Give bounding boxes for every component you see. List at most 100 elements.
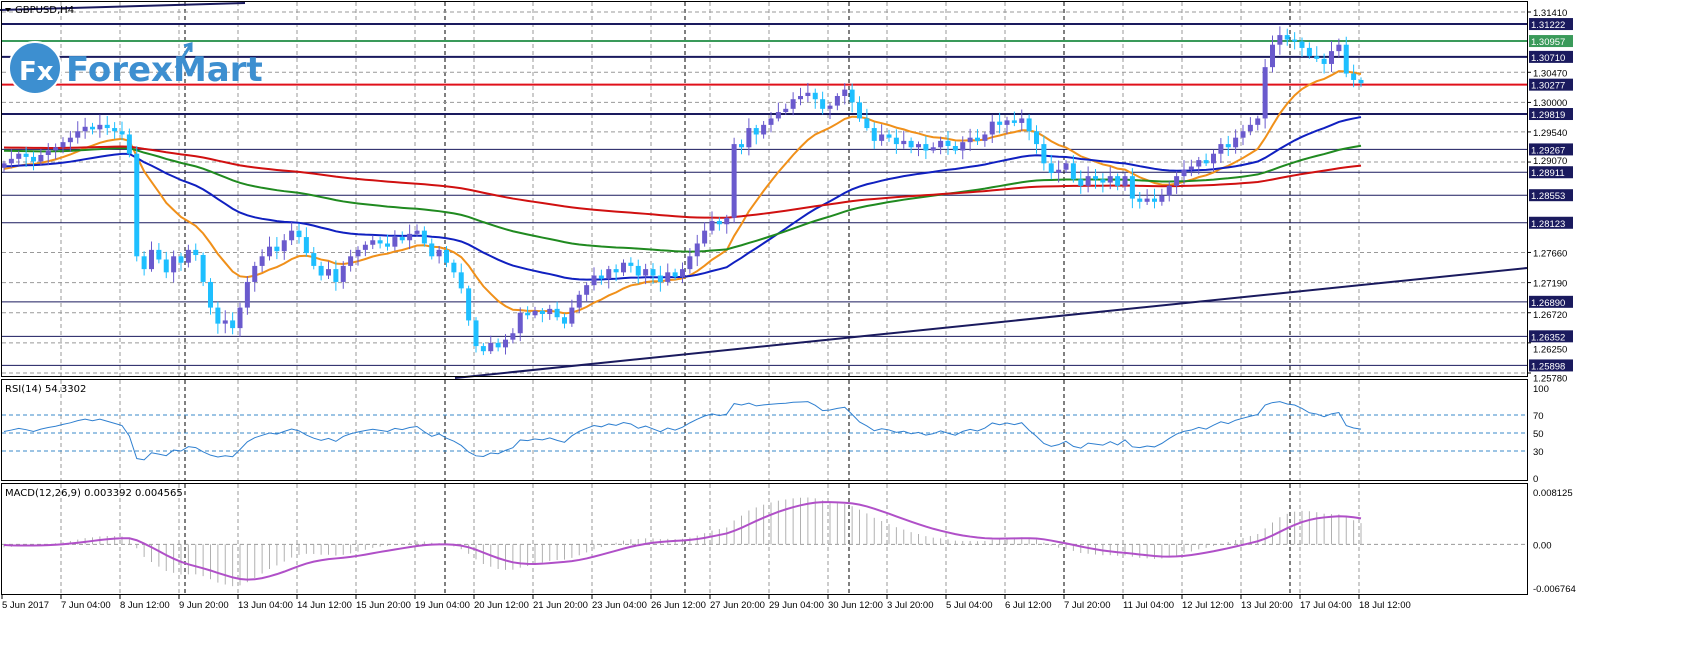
candle-body [761, 124, 767, 135]
price-level-label-bg [1529, 78, 1573, 91]
candle-body [997, 121, 1003, 125]
price-level-label: 1.25898 [1531, 361, 1565, 372]
candle-body [709, 221, 715, 231]
candle-body [126, 134, 132, 154]
candle-body [812, 92, 818, 100]
candle-body [606, 269, 612, 279]
candle-body [1196, 160, 1202, 167]
candle-body [960, 142, 966, 151]
candle-body [134, 153, 140, 257]
candle-body [1159, 195, 1165, 202]
candle-body [200, 255, 206, 282]
candle-body [281, 240, 287, 252]
candle-body [458, 272, 464, 289]
candle-body [163, 259, 169, 273]
x-tick-label: 29 Jun 04:00 [769, 600, 824, 611]
candle-body [156, 249, 162, 260]
price-level-label-bg [1529, 359, 1573, 372]
candle-body [267, 246, 272, 257]
x-tick-label: 9 Jun 20:00 [179, 600, 229, 611]
price-level-label: 1.28123 [1531, 219, 1565, 230]
macd-signal-line [3, 501, 1362, 581]
y-tick-label: 1.30000 [1533, 98, 1567, 109]
candle-body [945, 140, 951, 147]
candle-body [687, 256, 693, 270]
candle-body [208, 281, 213, 308]
candle-body [1336, 44, 1342, 52]
candle-body [975, 137, 980, 141]
candle-body [488, 342, 494, 352]
trendline-support[interactable] [454, 267, 1528, 379]
candle-body [237, 307, 243, 329]
candle-body [716, 221, 722, 225]
candle-body [576, 294, 582, 308]
candle-body [31, 156, 36, 162]
candle-body [783, 108, 789, 113]
candle-body [554, 308, 560, 318]
candle-body [1351, 73, 1357, 80]
candle-body [1085, 176, 1091, 186]
price-level-label-bg [1529, 35, 1573, 48]
candle-body [591, 275, 597, 286]
candle-body [967, 137, 973, 143]
y-tick-label: 1.29540 [1533, 128, 1567, 139]
candle-body [1144, 198, 1150, 202]
macd-tick-label: -0.006764 [1533, 584, 1576, 595]
candle-body [274, 246, 280, 252]
price-level-label-bg [1529, 295, 1573, 308]
candle-body [326, 269, 331, 276]
candle-body [90, 126, 95, 130]
macd-panel-frame [1, 483, 1528, 595]
candle-body [1152, 198, 1157, 202]
candle-body [871, 128, 877, 141]
candle-body [798, 95, 803, 100]
candle-body [657, 275, 663, 282]
logo-badge-text: Fx [19, 57, 54, 87]
candle-body [643, 269, 649, 276]
x-tick-label: 7 Jun 04:00 [61, 600, 111, 611]
candle-body [1188, 166, 1194, 170]
candle-body [1225, 144, 1231, 148]
y-tick-label: 1.27190 [1533, 279, 1567, 290]
candle-body [75, 131, 81, 138]
dropdown-triangle-icon[interactable] [5, 8, 11, 12]
candle-body [739, 144, 744, 148]
trendline-top[interactable] [0, 2, 246, 11]
candle-body [539, 310, 545, 315]
candle-body [938, 140, 944, 148]
price-level-label: 1.28553 [1531, 191, 1565, 202]
candle-body [628, 262, 634, 266]
candle-body [790, 99, 796, 109]
candle-body [436, 249, 442, 257]
candle-body [569, 307, 575, 324]
rsi-tick-label: 0 [1533, 474, 1538, 485]
candle-body [333, 269, 339, 282]
candle-body [82, 126, 88, 132]
candle-body [1329, 51, 1334, 64]
candle-body [1011, 120, 1017, 123]
candle-body [857, 102, 862, 119]
symbol-menu[interactable]: GBPUSD,H4 [5, 5, 74, 16]
candle-body [547, 308, 553, 315]
candle-body [414, 230, 420, 234]
candle-body [989, 121, 995, 135]
rsi-tick-label: 70 [1533, 411, 1544, 422]
price-level-label: 1.30957 [1531, 37, 1565, 48]
candle-body [503, 339, 508, 348]
candle-body [466, 288, 472, 321]
candle-body [60, 142, 66, 148]
candle-body [141, 256, 147, 270]
candle-body [517, 312, 523, 334]
candle-body [598, 275, 604, 279]
candle-body [1247, 124, 1253, 132]
candle-body [724, 217, 730, 225]
candle-body [1181, 169, 1187, 177]
candle-body [849, 89, 855, 103]
rsi-tick-label: 100 [1533, 384, 1549, 395]
candle-body [171, 256, 177, 273]
candle-body [827, 105, 833, 109]
candle-body [916, 144, 921, 148]
candle-body [864, 118, 870, 129]
rsi-panel [2, 401, 1527, 461]
